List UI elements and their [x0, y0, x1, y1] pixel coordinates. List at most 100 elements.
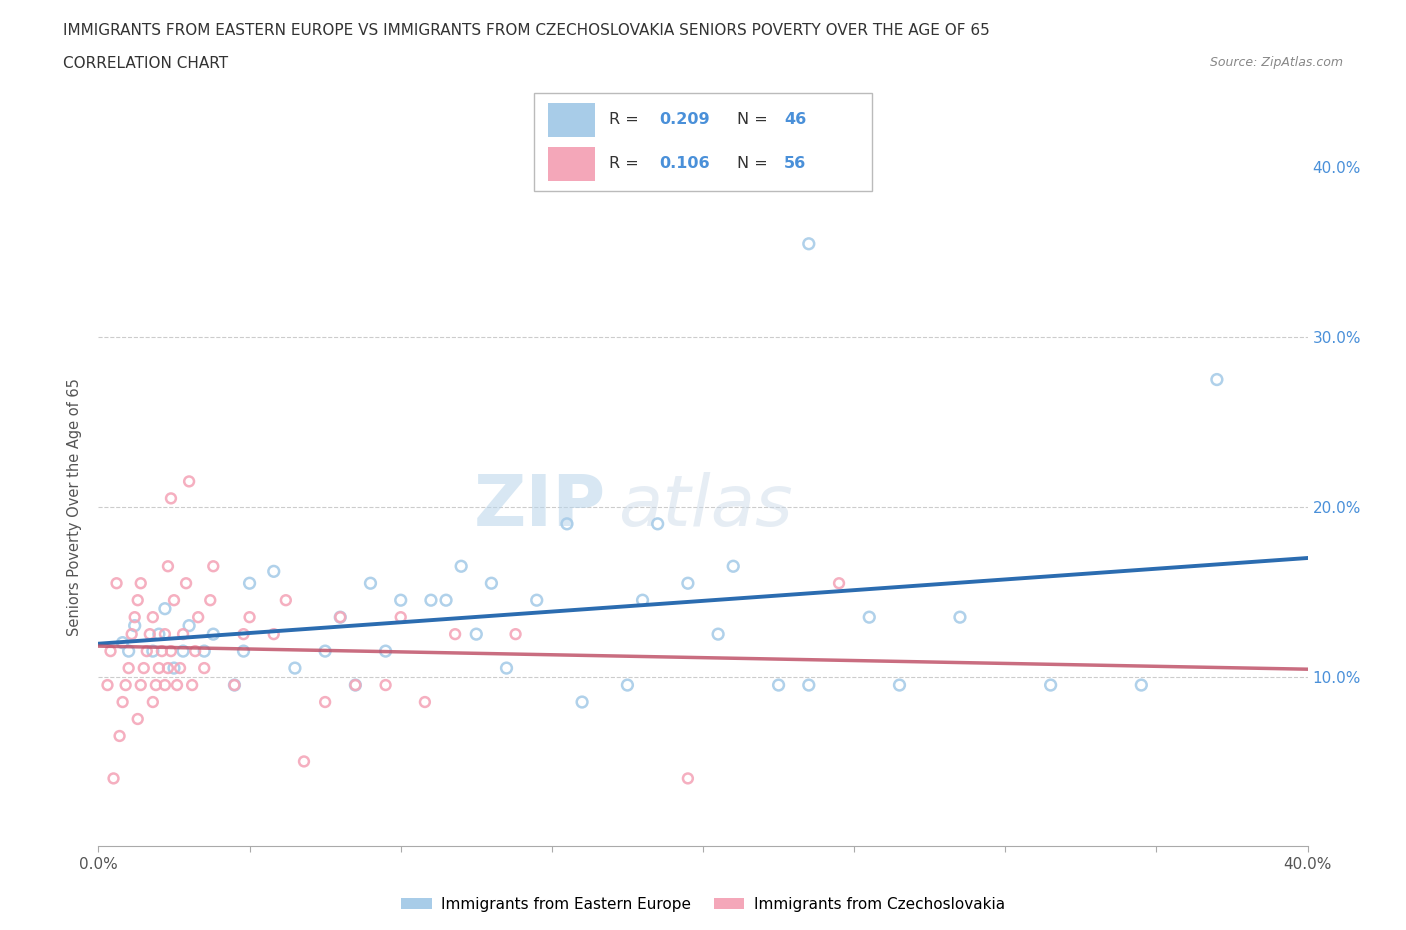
Text: IMMIGRANTS FROM EASTERN EUROPE VS IMMIGRANTS FROM CZECHOSLOVAKIA SENIORS POVERTY: IMMIGRANTS FROM EASTERN EUROPE VS IMMIGR…: [63, 23, 990, 38]
Point: [1039, 678, 1062, 693]
Point: [389, 610, 412, 625]
Point: [374, 678, 396, 693]
Point: [374, 644, 396, 658]
Point: [505, 627, 527, 642]
Point: [160, 491, 183, 506]
Point: [224, 678, 246, 693]
Point: [239, 576, 262, 591]
Point: [647, 516, 669, 531]
Point: [127, 711, 149, 726]
FancyBboxPatch shape: [548, 103, 595, 137]
Point: [96, 678, 118, 693]
Point: [768, 678, 790, 693]
Point: [174, 576, 197, 591]
Point: [153, 627, 176, 642]
Point: [142, 644, 165, 658]
Point: [949, 610, 972, 625]
Point: [723, 559, 745, 574]
Point: [124, 618, 146, 633]
Point: [148, 627, 170, 642]
Point: [495, 660, 517, 675]
Point: [481, 576, 503, 591]
Point: [150, 644, 173, 658]
Text: atlas: atlas: [619, 472, 793, 541]
Legend: Immigrants from Eastern Europe, Immigrants from Czechoslovakia: Immigrants from Eastern Europe, Immigran…: [395, 891, 1011, 918]
Point: [263, 627, 285, 642]
Point: [465, 627, 488, 642]
Point: [127, 592, 149, 607]
Point: [193, 644, 215, 658]
Point: [202, 627, 225, 642]
Point: [707, 627, 730, 642]
Point: [103, 771, 125, 786]
Point: [389, 592, 412, 607]
Point: [172, 627, 194, 642]
Point: [166, 678, 188, 693]
Y-axis label: Seniors Poverty Over the Age of 65: Seniors Poverty Over the Age of 65: [67, 378, 83, 636]
Point: [202, 559, 225, 574]
Point: [129, 678, 152, 693]
Point: [124, 610, 146, 625]
Point: [329, 610, 352, 625]
Point: [179, 474, 201, 489]
Text: 0.106: 0.106: [659, 156, 710, 171]
Text: N =: N =: [737, 113, 773, 127]
Point: [118, 660, 141, 675]
Text: N =: N =: [737, 156, 773, 171]
Point: [555, 516, 578, 531]
Point: [105, 576, 128, 591]
Point: [193, 660, 215, 675]
Point: [360, 576, 382, 591]
Point: [153, 678, 176, 693]
Point: [135, 644, 157, 658]
Point: [179, 618, 201, 633]
Point: [420, 592, 443, 607]
Point: [142, 610, 165, 625]
Point: [181, 678, 204, 693]
Point: [571, 695, 593, 710]
Point: [187, 610, 209, 625]
Point: [1206, 372, 1229, 387]
Point: [153, 602, 176, 617]
Point: [163, 660, 186, 675]
Point: [224, 678, 246, 693]
Text: CORRELATION CHART: CORRELATION CHART: [63, 56, 228, 71]
Point: [114, 678, 136, 693]
Point: [676, 771, 699, 786]
Point: [413, 695, 436, 710]
Point: [172, 644, 194, 658]
Point: [145, 678, 167, 693]
Text: R =: R =: [609, 113, 644, 127]
Point: [434, 592, 457, 607]
FancyBboxPatch shape: [548, 147, 595, 180]
Point: [329, 610, 352, 625]
Point: [111, 695, 134, 710]
Point: [156, 559, 179, 574]
Point: [676, 576, 699, 591]
Point: [239, 610, 262, 625]
Point: [858, 610, 880, 625]
Point: [314, 695, 336, 710]
Point: [232, 644, 254, 658]
Point: [1130, 678, 1153, 693]
Point: [200, 592, 222, 607]
Point: [111, 635, 134, 650]
Point: [156, 660, 179, 675]
Text: 0.209: 0.209: [659, 113, 710, 127]
Point: [274, 592, 297, 607]
Text: Source: ZipAtlas.com: Source: ZipAtlas.com: [1209, 56, 1343, 69]
Text: R =: R =: [609, 156, 644, 171]
Point: [314, 644, 336, 658]
Point: [526, 592, 548, 607]
Point: [828, 576, 851, 591]
Point: [232, 627, 254, 642]
Point: [129, 576, 152, 591]
Point: [450, 559, 472, 574]
Point: [284, 660, 307, 675]
Point: [184, 644, 207, 658]
Point: [118, 644, 141, 658]
Point: [142, 695, 165, 710]
Point: [344, 678, 367, 693]
FancyBboxPatch shape: [534, 93, 872, 191]
Point: [108, 728, 131, 743]
